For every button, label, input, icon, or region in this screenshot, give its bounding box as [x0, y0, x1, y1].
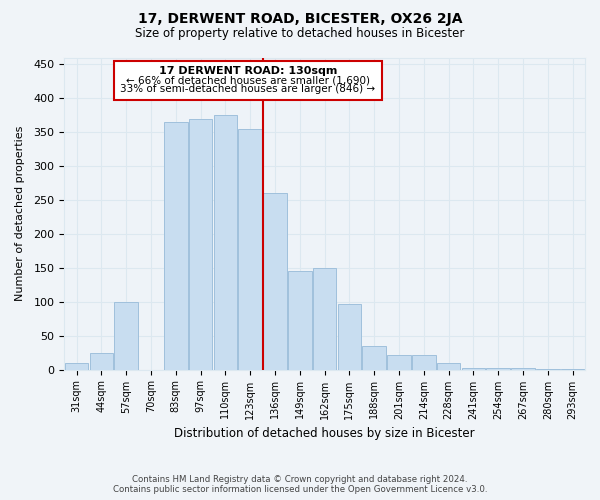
Bar: [263, 193, 287, 370]
FancyBboxPatch shape: [114, 61, 382, 100]
Bar: [238, 128, 262, 370]
Bar: [511, 368, 535, 370]
Bar: [362, 346, 386, 370]
Bar: [89, 352, 113, 370]
Bar: [487, 368, 510, 370]
Bar: [561, 369, 584, 370]
Text: ← 66% of detached houses are smaller (1,690): ← 66% of detached houses are smaller (1,…: [126, 75, 370, 85]
X-axis label: Distribution of detached houses by size in Bicester: Distribution of detached houses by size …: [174, 427, 475, 440]
Bar: [461, 368, 485, 370]
Bar: [288, 271, 311, 370]
Y-axis label: Number of detached properties: Number of detached properties: [15, 126, 25, 301]
Text: 17 DERWENT ROAD: 130sqm: 17 DERWENT ROAD: 130sqm: [158, 66, 337, 76]
Bar: [189, 118, 212, 370]
Text: Size of property relative to detached houses in Bicester: Size of property relative to detached ho…: [136, 28, 464, 40]
Bar: [214, 115, 237, 370]
Bar: [338, 304, 361, 370]
Bar: [412, 354, 436, 370]
Bar: [437, 363, 460, 370]
Text: 33% of semi-detached houses are larger (846) →: 33% of semi-detached houses are larger (…: [120, 84, 375, 94]
Bar: [65, 363, 88, 370]
Bar: [313, 268, 337, 370]
Bar: [387, 354, 411, 370]
Bar: [536, 369, 560, 370]
Bar: [164, 122, 188, 370]
Text: Contains HM Land Registry data © Crown copyright and database right 2024.
Contai: Contains HM Land Registry data © Crown c…: [113, 474, 487, 494]
Bar: [115, 302, 138, 370]
Text: 17, DERWENT ROAD, BICESTER, OX26 2JA: 17, DERWENT ROAD, BICESTER, OX26 2JA: [138, 12, 462, 26]
